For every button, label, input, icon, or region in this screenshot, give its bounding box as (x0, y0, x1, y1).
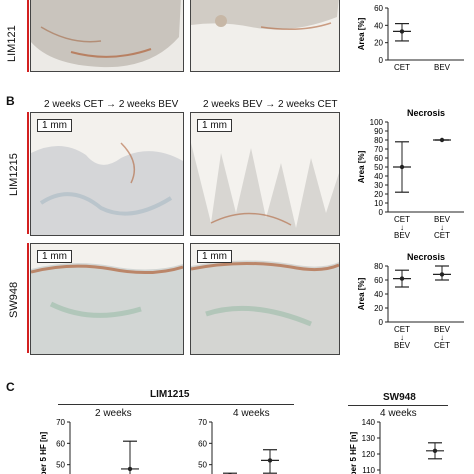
x-tick-label: BEV (394, 231, 411, 240)
data-point (399, 29, 405, 34)
y-tick-label: 70 (198, 418, 207, 427)
y-tick-label: 50 (198, 461, 207, 470)
column-title-bev-cet: 2 weeks BEV → 2 weeks CET (203, 99, 338, 110)
scale-bar: 1 mm (197, 250, 232, 263)
x-tick-label: ↓ (440, 223, 444, 232)
y-tick-label: 70 (56, 418, 65, 427)
chart-counts-4-weeks: 40506070per 5 HF [n] (198, 418, 279, 474)
row-label-lim121: LIM121 (6, 25, 18, 62)
micrograph-a-left (30, 0, 184, 72)
chart-area-lim121: 0 20 40 60 Area [%] CET BEV (357, 4, 464, 72)
y-tick-label: 100 (370, 118, 384, 127)
x-tick-label: CET (434, 341, 450, 350)
group-underline (348, 405, 448, 406)
scale-bar: 1 mm (37, 119, 72, 132)
scale-bar: 1 mm (37, 250, 72, 263)
y-tick-label: 60 (198, 439, 207, 448)
y-tick-label: 0 (379, 318, 384, 327)
y-tick-label: 20 (374, 39, 383, 48)
data-point (127, 466, 133, 472)
y-tick-label: 60 (374, 4, 383, 13)
x-tick-label: BEV (434, 215, 451, 224)
row-accent-bar (27, 243, 29, 353)
y-tick-label: 50 (374, 163, 383, 172)
data-point (439, 137, 445, 143)
y-tick-label: 40 (374, 172, 383, 181)
y-tick-label: 0 (379, 208, 384, 217)
data-point (267, 458, 273, 463)
y-tick-label: 20 (374, 190, 383, 199)
chart-title: Necrosis (407, 252, 445, 262)
y-axis-label: Area [%] (357, 17, 366, 50)
x-tick-label: CET (394, 325, 410, 334)
y-tick-label: 140 (362, 418, 376, 427)
group-underline (58, 404, 294, 405)
y-tick-label: 10 (374, 199, 383, 208)
tissue-texture (31, 113, 183, 235)
y-tick-label: 30 (374, 181, 383, 190)
y-tick-label: 70 (374, 145, 383, 154)
group-label-lim1215: LIM1215 (150, 389, 190, 400)
y-tick-label: 60 (56, 439, 65, 448)
chart-counts-2-weeks: 40506070per 5 HF [n] (39, 418, 139, 474)
panel-letter-c: C (6, 380, 15, 394)
y-tick-label: 40 (374, 21, 383, 30)
row-label-sw948: SW948 (8, 281, 20, 318)
tissue-texture (191, 0, 339, 71)
scale-bar: 1 mm (197, 119, 232, 132)
group-label-sw948: SW948 (383, 392, 416, 403)
x-tick-label: ↓ (400, 223, 404, 232)
y-axis-label: per 5 HF [n] (349, 431, 358, 474)
row-accent-bar (27, 112, 29, 234)
y-tick-label: 120 (362, 450, 376, 459)
x-tick-label: CET (434, 231, 450, 240)
sublabel-4-weeks: 4 weeks (233, 408, 270, 419)
x-tick-label: BEV (394, 341, 411, 350)
y-tick-label: 40 (374, 290, 383, 299)
y-tick-label: 110 (362, 466, 375, 474)
y-tick-label: 0 (379, 56, 384, 65)
column-title-cet-bev: 2 weeks CET → 2 weeks BEV (44, 99, 179, 110)
micrograph-sw948-bev-cet: 1 mm (190, 243, 340, 355)
sublabel-2-weeks: 2 weeks (95, 408, 132, 419)
micrograph-sw948-cet-bev: 1 mm (30, 243, 184, 355)
data-point (399, 276, 405, 281)
y-axis-label: per 5 HF [n] (39, 431, 48, 474)
tissue-texture (191, 113, 339, 235)
data-point (432, 448, 438, 453)
row-label-lim1215: LIM1215 (8, 153, 20, 196)
micrograph-lim1215-cet-bev: 1 mm (30, 112, 184, 236)
y-axis-label: Area [%] (357, 150, 366, 183)
x-tick-label: CET (394, 63, 410, 72)
x-tick-label: ↓ (440, 333, 444, 342)
y-tick-label: 50 (56, 461, 65, 470)
y-tick-label: 60 (374, 154, 383, 163)
chart-title: Necrosis (407, 108, 445, 118)
x-tick-label: ↓ (400, 333, 404, 342)
y-tick-label: 90 (374, 127, 383, 136)
micrograph-lim1215-bev-cet: 1 mm (190, 112, 340, 236)
x-tick-label: CET (394, 215, 410, 224)
micrograph-a-right (190, 0, 340, 72)
x-tick-label: BEV (434, 325, 451, 334)
y-tick-label: 80 (374, 136, 383, 145)
y-tick-label: 80 (374, 262, 383, 271)
y-tick-label: 60 (374, 276, 383, 285)
sublabel-4-weeks: 4 weeks (380, 408, 417, 419)
y-tick-label: 130 (362, 434, 376, 443)
x-tick-label: BEV (434, 63, 451, 72)
chart-counts-sw948: 100110120130140per 5 HF [n] (349, 418, 444, 474)
tissue-texture (31, 0, 183, 71)
panel-letter-b: B (6, 94, 15, 108)
row-accent-bar (27, 0, 29, 72)
y-tick-label: 20 (374, 304, 383, 313)
y-axis-label: Area [%] (357, 277, 366, 310)
data-point (439, 272, 445, 277)
data-point (399, 164, 405, 170)
